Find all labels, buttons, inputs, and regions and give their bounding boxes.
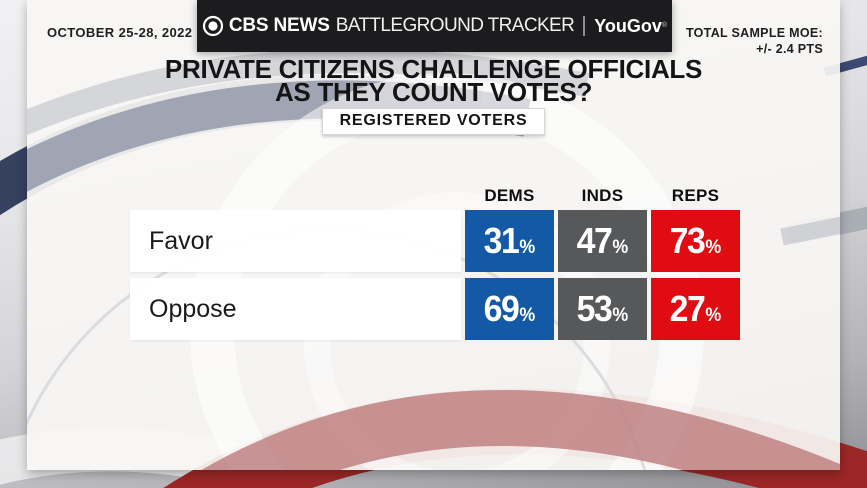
banner-divider xyxy=(583,16,586,36)
poll-results-table: DEMS INDS REPS Favor 31% 47% 73% xyxy=(130,186,740,340)
value-favor-dems: 31 xyxy=(483,220,520,261)
table-row-favor: Favor 31% 47% 73% xyxy=(130,210,740,272)
banner-partner-label: YouGov xyxy=(594,15,662,36)
value-oppose-reps: 27 xyxy=(669,288,706,329)
banner-network-label: CBS NEWS xyxy=(228,15,330,36)
cell-favor-reps: 73% xyxy=(651,210,740,272)
row-label-oppose: Oppose xyxy=(130,278,461,340)
cell-favor-dems: 31% xyxy=(465,210,554,272)
cell-oppose-dems: 69% xyxy=(465,278,554,340)
value-oppose-dems: 69 xyxy=(483,288,520,329)
cbs-eye-icon xyxy=(202,15,224,37)
program-banner: CBS NEWS BATTLEGROUND TRACKER YouGov ® xyxy=(197,0,672,52)
column-header-dems: DEMS xyxy=(484,186,535,205)
cell-oppose-inds: 53% xyxy=(558,278,647,340)
column-header-reps: REPS xyxy=(671,186,720,205)
sample-moe-line2: +/- 2.4 PTS xyxy=(756,42,823,56)
content-card: OCTOBER 25-28, 2022 TOTAL SAMPLE MOE: +/… xyxy=(27,0,840,470)
percent-sign: % xyxy=(519,237,536,258)
value-oppose-inds: 53 xyxy=(576,288,613,329)
percent-sign: % xyxy=(705,237,722,258)
value-favor-reps: 73 xyxy=(669,220,706,261)
sample-moe: TOTAL SAMPLE MOE: +/- 2.4 PTS xyxy=(686,25,823,57)
percent-sign: % xyxy=(612,305,629,326)
column-header-inds: INDS xyxy=(581,186,624,205)
row-label-favor: Favor xyxy=(130,210,461,272)
audience-badge: REGISTERED VOTERS xyxy=(321,108,546,135)
cell-favor-inds: 47% xyxy=(558,210,647,272)
percent-sign: % xyxy=(612,237,629,258)
banner-program-label: BATTLEGROUND TRACKER xyxy=(335,15,575,36)
audience-badge-wrap: REGISTERED VOTERS xyxy=(27,108,840,135)
value-favor-inds: 47 xyxy=(576,220,613,261)
table-row-oppose: Oppose 69% 53% 27% xyxy=(130,278,740,340)
partner-trademark: ® xyxy=(661,22,668,29)
percent-sign: % xyxy=(705,305,722,326)
sample-moe-line1: TOTAL SAMPLE MOE: xyxy=(685,26,823,40)
poll-date: OCTOBER 25-28, 2022 xyxy=(47,25,193,40)
cell-oppose-reps: 27% xyxy=(651,278,740,340)
table-header-row: DEMS INDS REPS xyxy=(130,186,740,210)
page-title: PRIVATE CITIZENS CHALLENGE OFFICIALS AS … xyxy=(27,56,840,107)
page-title-line2: AS THEY COUNT VOTES? xyxy=(274,77,593,107)
percent-sign: % xyxy=(519,305,536,326)
